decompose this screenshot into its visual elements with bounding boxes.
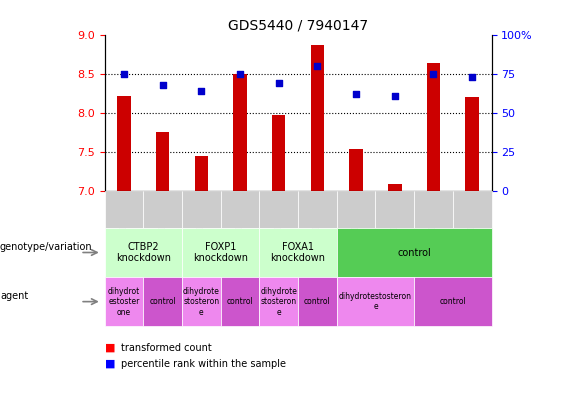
Bar xyxy=(349,149,363,191)
Text: control: control xyxy=(149,297,176,306)
Text: FOXP1
knockdown: FOXP1 knockdown xyxy=(193,242,248,263)
Point xyxy=(468,74,477,81)
Text: control: control xyxy=(440,297,466,306)
Bar xyxy=(117,96,131,191)
Text: ■: ■ xyxy=(105,343,115,353)
Title: GDS5440 / 7940147: GDS5440 / 7940147 xyxy=(228,19,368,33)
Text: dihydrote
stosteron
e: dihydrote stosteron e xyxy=(260,287,297,316)
Text: control: control xyxy=(397,248,431,257)
Bar xyxy=(427,62,440,191)
Point xyxy=(197,88,206,94)
Bar xyxy=(311,45,324,191)
Text: dihydrotestosteron
e: dihydrotestosteron e xyxy=(339,292,412,311)
Bar xyxy=(194,156,208,191)
Text: dihydrote
stosteron
e: dihydrote stosteron e xyxy=(183,287,220,316)
Point xyxy=(158,82,167,88)
Point xyxy=(390,93,399,99)
Text: control: control xyxy=(227,297,253,306)
Bar xyxy=(388,184,402,191)
Point xyxy=(351,91,360,97)
Text: control: control xyxy=(304,297,331,306)
Bar xyxy=(466,97,479,191)
Point xyxy=(236,71,245,77)
Text: genotype/variation: genotype/variation xyxy=(0,242,93,252)
Point xyxy=(119,71,128,77)
Text: agent: agent xyxy=(0,291,28,301)
Text: FOXA1
knockdown: FOXA1 knockdown xyxy=(271,242,325,263)
Text: dihydrot
estoster
one: dihydrot estoster one xyxy=(108,287,140,316)
Text: transformed count: transformed count xyxy=(121,343,212,353)
Bar xyxy=(156,132,170,191)
Bar xyxy=(233,74,247,191)
Text: percentile rank within the sample: percentile rank within the sample xyxy=(121,358,286,369)
Point xyxy=(313,63,322,70)
Point xyxy=(429,71,438,77)
Bar xyxy=(272,115,285,191)
Point xyxy=(274,80,283,86)
Text: ■: ■ xyxy=(105,358,115,369)
Text: CTBP2
knockdown: CTBP2 knockdown xyxy=(116,242,171,263)
